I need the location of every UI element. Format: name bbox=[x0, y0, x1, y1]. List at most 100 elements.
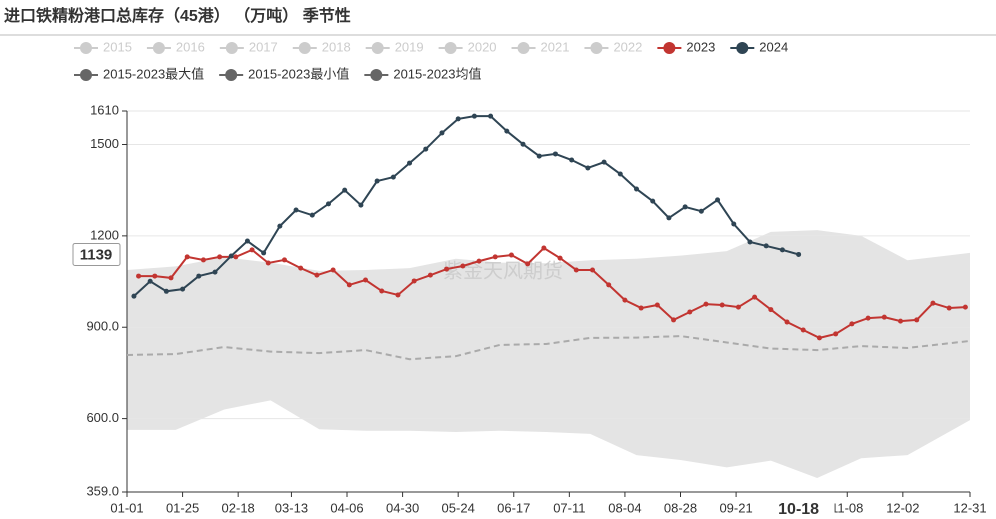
series-line bbox=[138, 246, 966, 339]
data-point bbox=[423, 146, 429, 152]
data-point bbox=[946, 305, 952, 311]
data-point bbox=[314, 272, 320, 278]
data-point bbox=[601, 159, 607, 165]
data-point bbox=[930, 300, 936, 306]
data-point bbox=[217, 254, 223, 260]
data-point bbox=[763, 243, 769, 249]
data-point bbox=[293, 207, 299, 213]
data-point bbox=[585, 165, 591, 171]
data-point bbox=[520, 141, 526, 147]
x-tick-label: 08-28 bbox=[664, 500, 697, 515]
data-point bbox=[325, 201, 331, 207]
data-point bbox=[735, 304, 741, 310]
data-point bbox=[638, 305, 644, 311]
mean-line bbox=[126, 335, 971, 361]
watermark: 紫金天风期货 bbox=[443, 259, 563, 282]
legend-label: 2019 bbox=[395, 39, 424, 54]
data-point bbox=[747, 239, 753, 245]
y-tick-label: 1200 bbox=[90, 227, 119, 242]
series-line bbox=[133, 115, 799, 297]
x-tick-label: 09-21 bbox=[719, 500, 752, 515]
data-point bbox=[152, 273, 158, 279]
data-point bbox=[898, 318, 904, 324]
data-point bbox=[261, 250, 267, 256]
data-point bbox=[617, 171, 623, 177]
data-point bbox=[379, 288, 385, 294]
data-point bbox=[298, 265, 304, 271]
x-pointer-label: 10-18 bbox=[778, 501, 819, 518]
data-point bbox=[654, 302, 660, 308]
data-point bbox=[136, 273, 142, 279]
data-point bbox=[849, 321, 855, 327]
x-tick-label: 11-08 bbox=[831, 500, 863, 515]
legend-label: 2024 bbox=[759, 39, 788, 54]
data-point bbox=[131, 293, 137, 299]
data-point bbox=[200, 257, 206, 263]
legend-label: 2015-2023均值 bbox=[393, 66, 481, 81]
legend-label: 2022 bbox=[613, 39, 642, 54]
data-point bbox=[346, 282, 352, 288]
data-point bbox=[168, 275, 174, 281]
data-point bbox=[682, 204, 688, 210]
data-point bbox=[249, 247, 255, 253]
chart-title: 进口铁精粉港口总库存（45港） （万吨） 季节性 bbox=[4, 6, 351, 25]
data-point bbox=[552, 151, 558, 157]
x-tick-label: 06-17 bbox=[497, 500, 530, 515]
data-point bbox=[460, 263, 466, 269]
y-tick-label: 600.0 bbox=[86, 410, 119, 425]
legend-label: 2016 bbox=[176, 39, 205, 54]
data-point bbox=[196, 273, 202, 279]
data-point bbox=[606, 282, 612, 288]
legend-label: 2020 bbox=[468, 39, 497, 54]
max-min-band bbox=[127, 230, 970, 478]
data-point bbox=[536, 153, 542, 159]
data-point bbox=[309, 212, 315, 218]
data-point bbox=[228, 253, 234, 259]
data-point bbox=[180, 286, 186, 292]
data-point bbox=[147, 278, 153, 284]
data-point bbox=[752, 294, 758, 300]
y-tick-label: 900.0 bbox=[86, 319, 119, 334]
data-point bbox=[715, 197, 721, 203]
data-point bbox=[881, 314, 887, 320]
legend-label: 2017 bbox=[249, 39, 278, 54]
legend-icon bbox=[225, 69, 238, 81]
data-point bbox=[407, 160, 413, 166]
data-point bbox=[411, 278, 417, 284]
data-point bbox=[277, 223, 283, 229]
data-point bbox=[784, 319, 790, 325]
data-point bbox=[342, 187, 348, 193]
data-point bbox=[796, 251, 802, 257]
data-point bbox=[476, 258, 482, 264]
data-point bbox=[569, 157, 575, 163]
data-point bbox=[265, 260, 271, 266]
legend-icon bbox=[80, 42, 92, 54]
data-point bbox=[671, 317, 677, 323]
data-point bbox=[504, 128, 510, 134]
data-point bbox=[363, 277, 369, 283]
data-point bbox=[622, 297, 628, 303]
legend-label: 2015-2023最大值 bbox=[103, 66, 204, 81]
y-tick-label: 359.0 bbox=[86, 483, 119, 498]
data-point bbox=[731, 221, 737, 227]
data-point bbox=[184, 254, 190, 260]
data-point bbox=[634, 186, 640, 192]
data-point bbox=[492, 254, 498, 260]
data-point bbox=[833, 331, 839, 337]
data-point bbox=[865, 315, 871, 321]
data-point bbox=[390, 174, 396, 180]
legend-icon bbox=[371, 42, 384, 54]
data-point bbox=[439, 130, 445, 136]
y-pointer-box bbox=[72, 242, 121, 266]
data-point bbox=[541, 245, 547, 251]
data-point bbox=[650, 198, 656, 204]
data-point bbox=[471, 113, 477, 119]
data-point bbox=[768, 307, 774, 313]
data-point bbox=[816, 335, 822, 341]
x-pointer-box bbox=[768, 498, 835, 519]
data-point bbox=[573, 267, 579, 273]
x-tick-label: 01-25 bbox=[166, 500, 199, 515]
legend-icon bbox=[298, 42, 311, 54]
legend-icon bbox=[517, 42, 530, 54]
